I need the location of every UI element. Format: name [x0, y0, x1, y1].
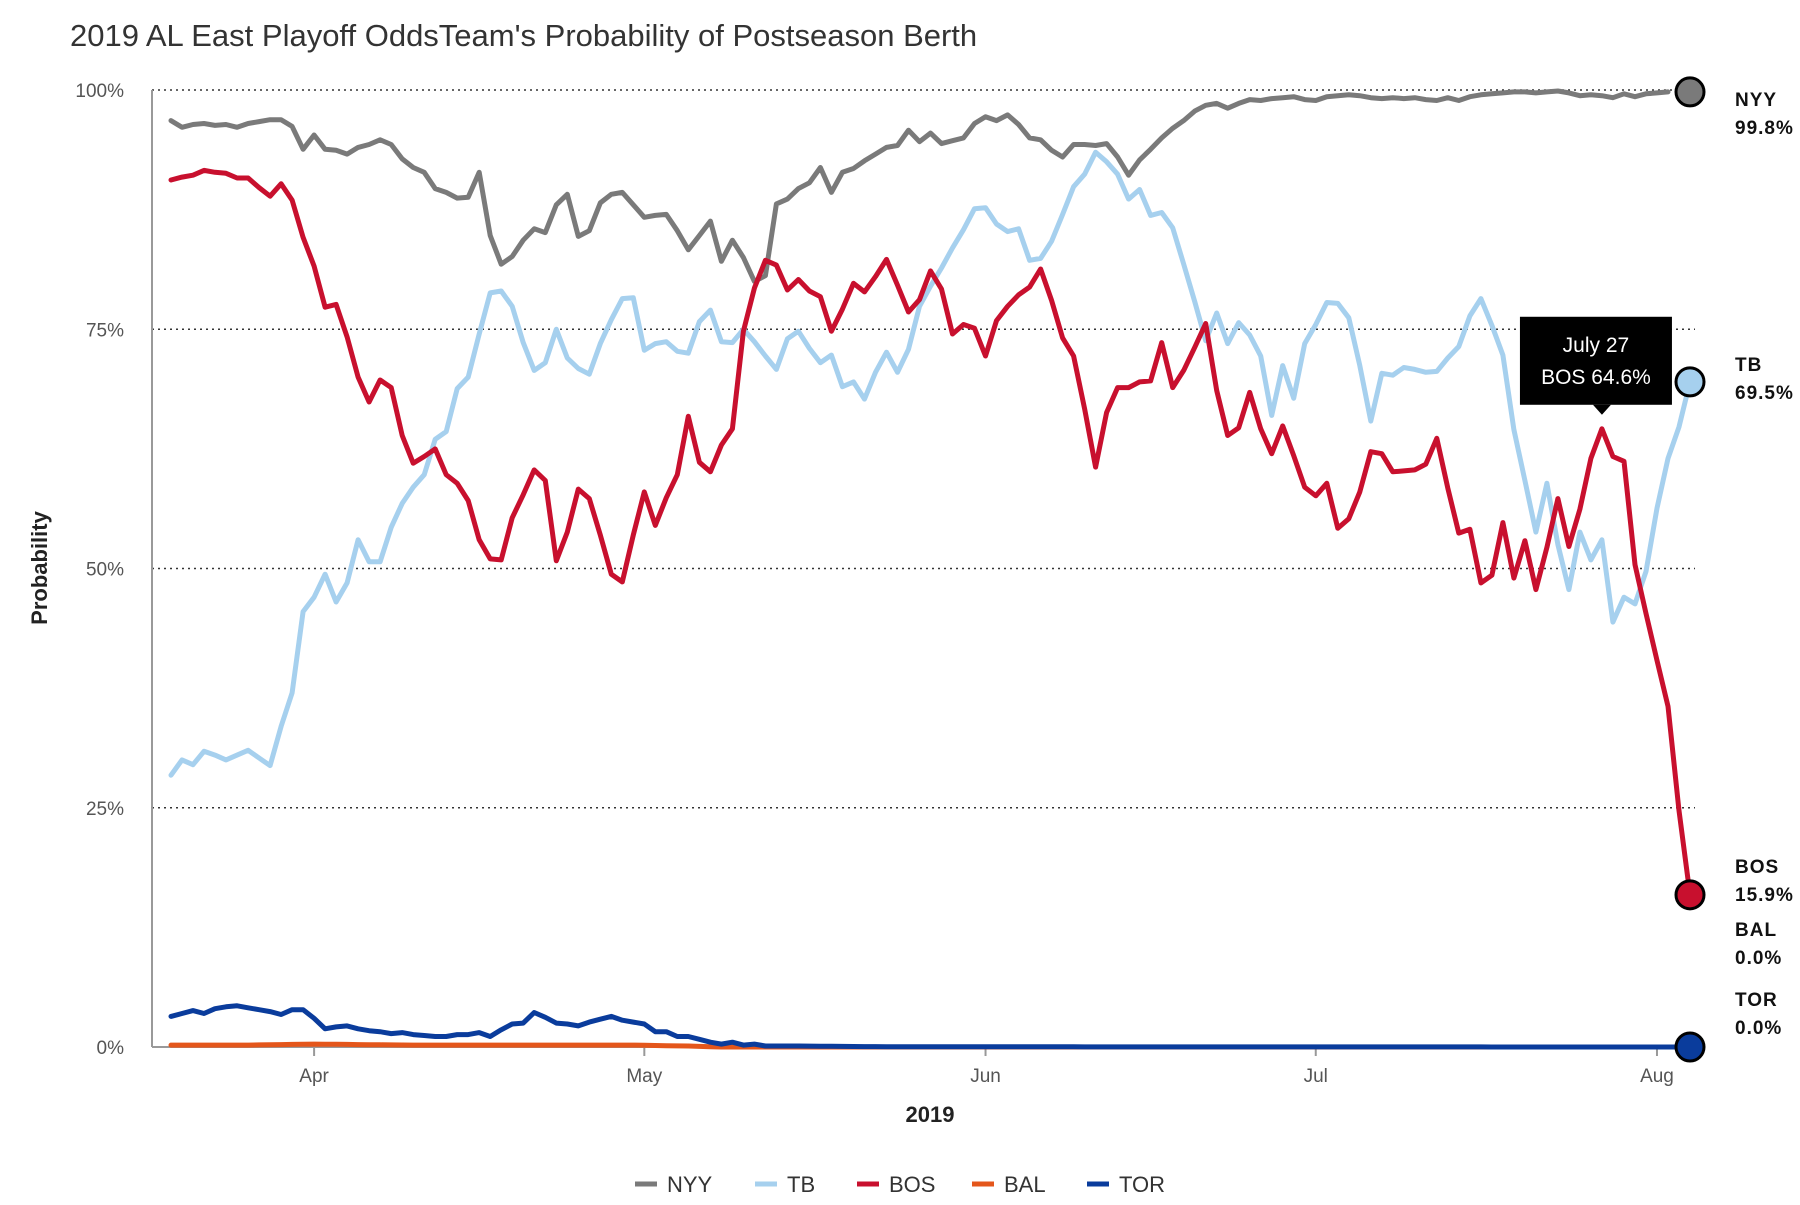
x-tick-label: Jul — [1304, 1066, 1328, 1087]
y-axis-title: Probability — [27, 510, 52, 624]
end-label-tb: TB — [1735, 355, 1762, 376]
legend-item-bal[interactable]: BAL — [972, 1172, 1046, 1197]
series-layer — [168, 88, 1693, 1050]
legend-label: BOS — [889, 1172, 935, 1197]
legend[interactable]: NYY TB BOS BAL TOR — [635, 1172, 1165, 1197]
y-tick-label: 25% — [86, 799, 124, 820]
y-tick-label: 75% — [86, 320, 124, 341]
tooltip-date: July 27 — [1563, 334, 1630, 357]
axis-layer — [151, 90, 1695, 1048]
end-markers — [1674, 76, 1706, 1063]
tooltip: July 27 BOS 64.6% — [1519, 316, 1672, 415]
legend-item-tor[interactable]: TOR — [1087, 1172, 1165, 1197]
y-tick-label: 50% — [86, 560, 124, 581]
end-value-tb: 69.5% — [1735, 383, 1794, 404]
tooltip-value: BOS 64.6% — [1541, 366, 1651, 389]
end-label-bos: BOS — [1735, 857, 1779, 878]
legend-label: NYY — [667, 1172, 713, 1197]
end-label-bal: BAL — [1735, 920, 1777, 941]
chart-title: 2019 AL East Playoff OddsTeam's Probabil… — [70, 18, 977, 53]
legend-label: TOR — [1119, 1172, 1165, 1197]
x-tick-label: May — [626, 1066, 662, 1087]
end-marker-nyy[interactable] — [1674, 76, 1706, 108]
series-line-nyy[interactable] — [168, 88, 1671, 284]
end-marker-tor[interactable] — [1674, 1031, 1706, 1063]
end-labels: NYY 99.8% TB 69.5% BOS 15.9% BAL 0.0% TOR 0.0% — [1735, 90, 1794, 1039]
legend-item-nyy[interactable]: NYY — [635, 1172, 713, 1197]
x-tick-label: Aug — [1640, 1066, 1674, 1087]
grid-layer — [152, 89, 1695, 809]
legend-item-tb[interactable]: TB — [755, 1172, 815, 1197]
y-tick-labels: 0% 25% 50% 75% 100% — [75, 81, 124, 1059]
legend-label: TB — [787, 1172, 815, 1197]
x-tick-label: Jun — [970, 1066, 1001, 1087]
end-value-bal: 0.0% — [1735, 948, 1782, 969]
x-axis-title: 2019 — [906, 1102, 955, 1127]
x-tick-label: Apr — [299, 1066, 329, 1087]
end-value-bos: 15.9% — [1735, 885, 1794, 906]
end-label-tor: TOR — [1735, 990, 1778, 1011]
legend-item-bos[interactable]: BOS — [857, 1172, 935, 1197]
end-marker-tb[interactable] — [1674, 366, 1706, 398]
tooltip-box — [1519, 316, 1672, 405]
end-value-tor: 0.0% — [1735, 1018, 1782, 1039]
end-value-nyy: 99.8% — [1735, 118, 1794, 139]
y-tick-label: 0% — [97, 1038, 125, 1059]
y-tick-label: 100% — [75, 81, 124, 102]
x-tick-labels: Apr May Jun Jul Aug — [299, 1047, 1674, 1087]
end-marker-bos[interactable] — [1674, 879, 1706, 911]
legend-label: BAL — [1004, 1172, 1046, 1197]
tooltip-pointer — [1592, 404, 1611, 415]
end-label-nyy: NYY — [1735, 90, 1777, 111]
series-line-tb[interactable] — [168, 149, 1693, 778]
series-line-tor[interactable] — [168, 1003, 1693, 1050]
series-line-bos[interactable] — [168, 167, 1693, 898]
